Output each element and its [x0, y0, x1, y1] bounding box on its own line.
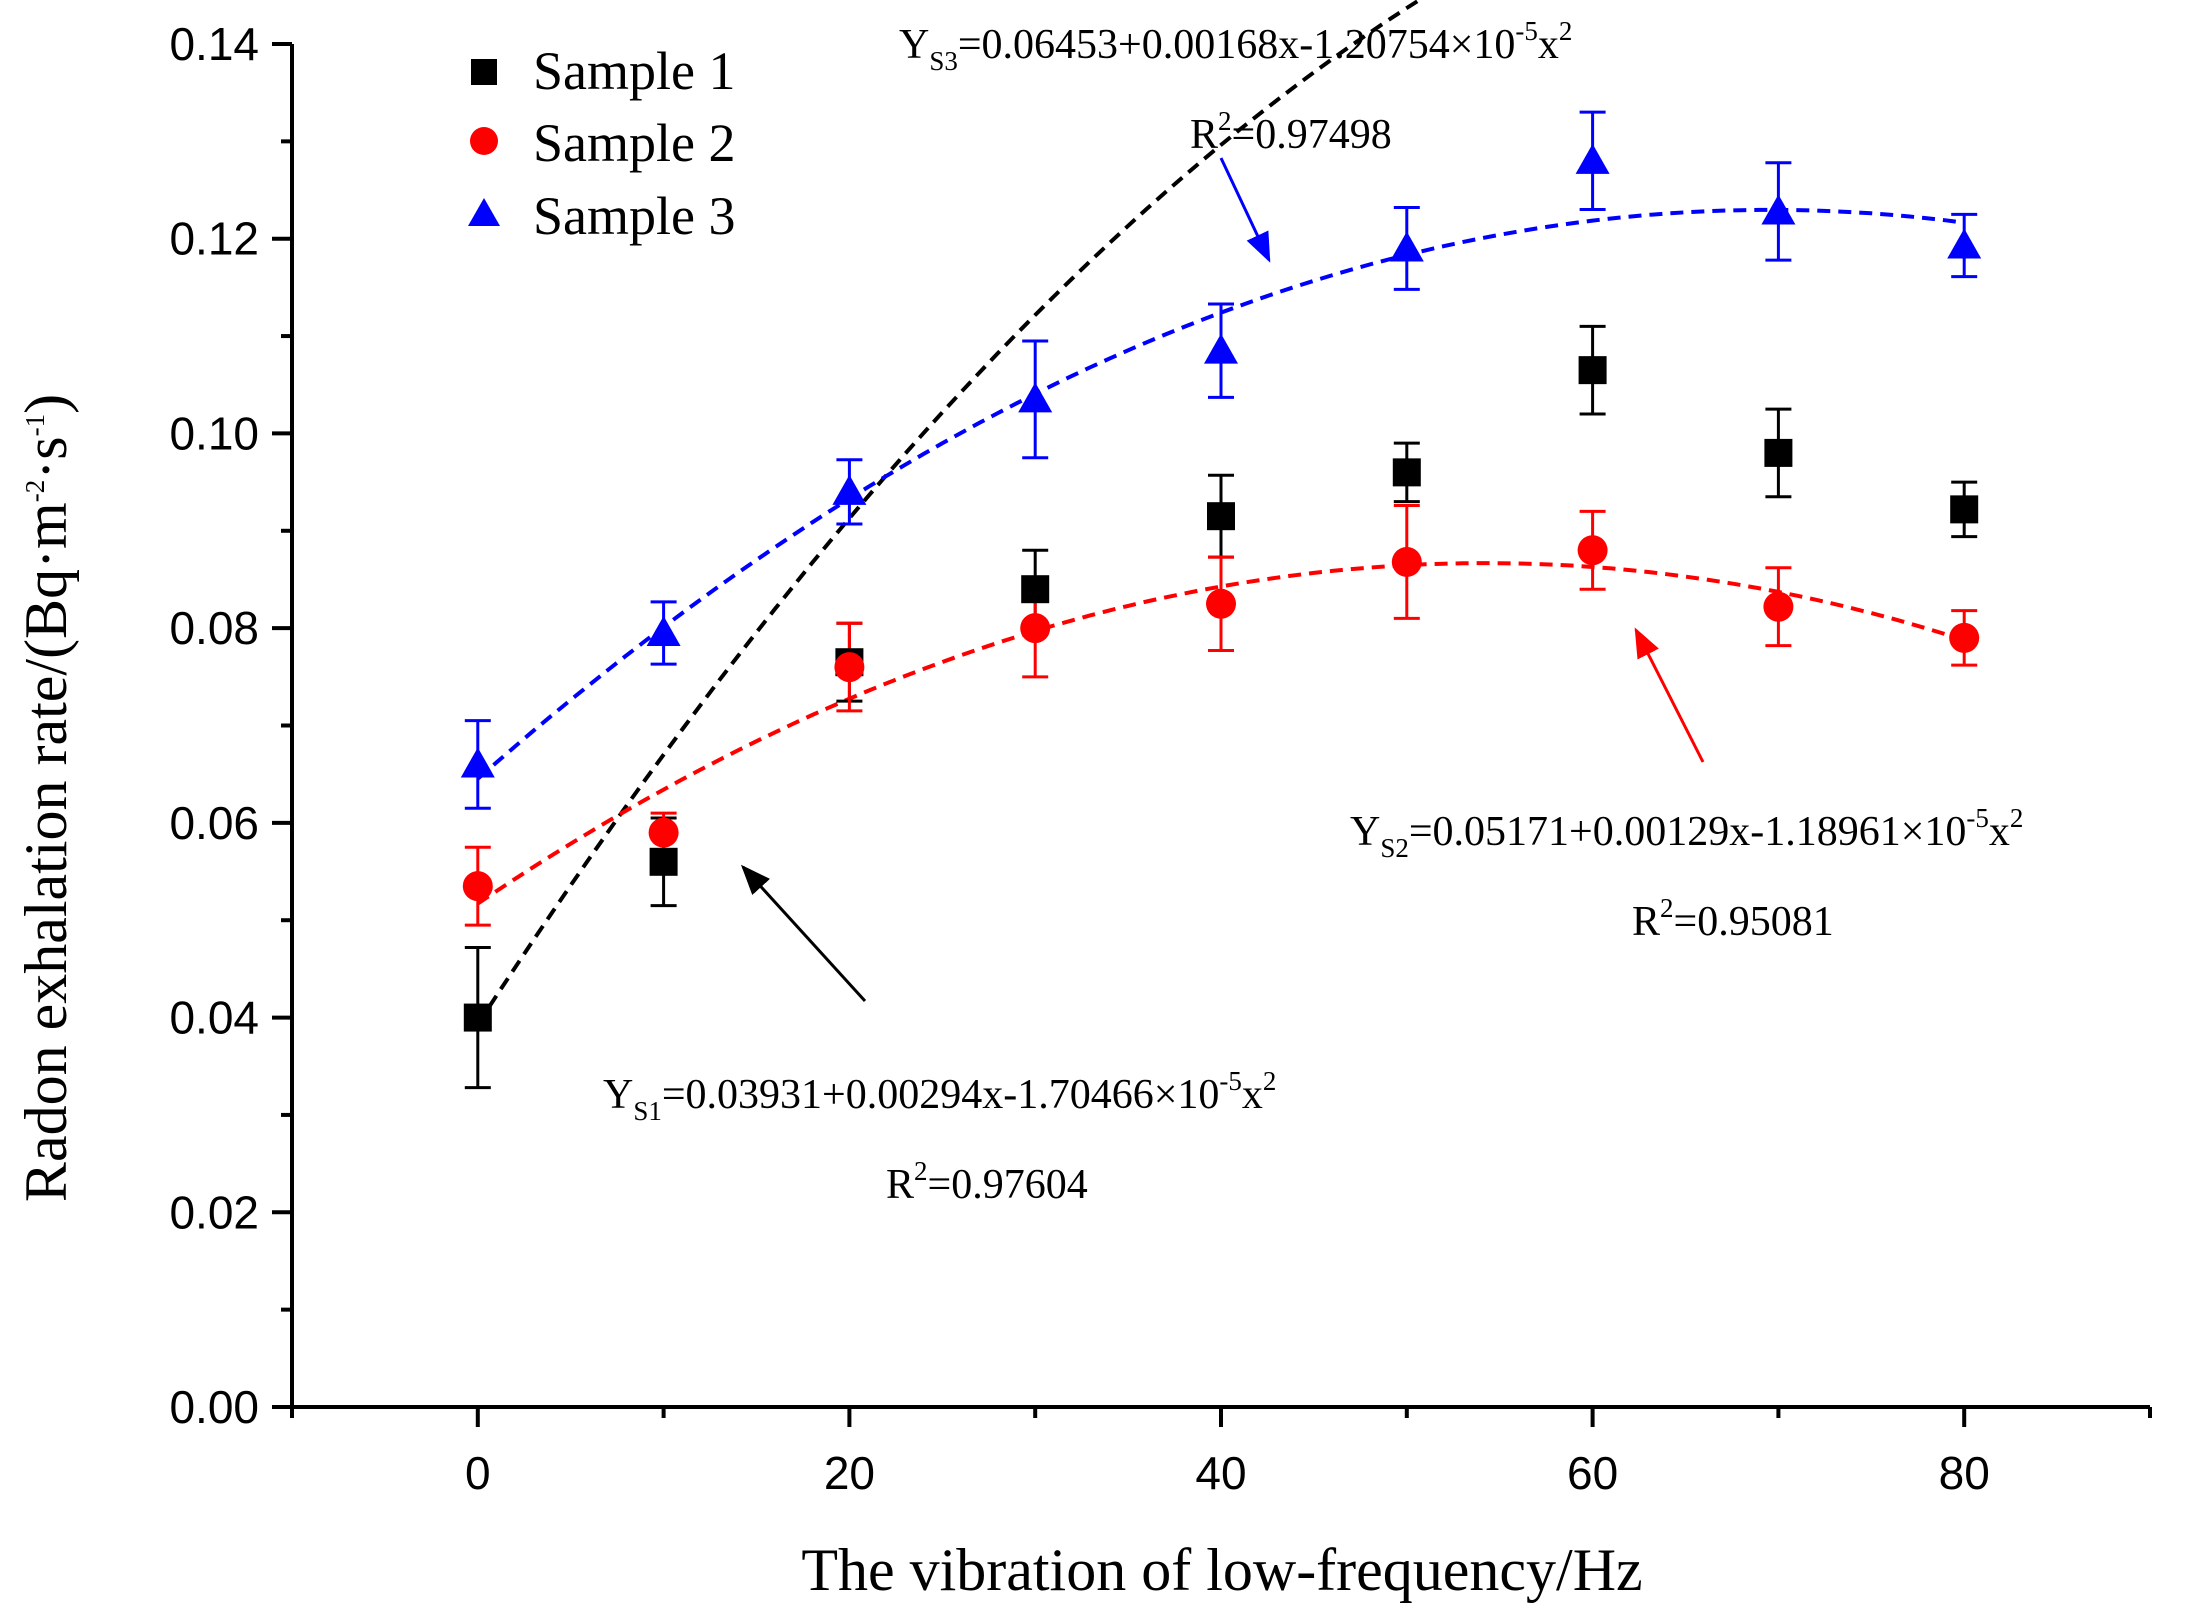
- point-sample-3: [832, 474, 867, 505]
- legend-label-sample-2: Sample 2: [533, 113, 735, 173]
- point-sample-2: [1763, 591, 1794, 622]
- legend-marker-sample-2: [470, 127, 498, 155]
- y-tick-label: 0.06: [169, 797, 259, 849]
- equation-sample-2: YS2=0.05171+0.00129x-1.18961×10-5x2: [1350, 803, 2023, 863]
- point-sample-1: [1207, 502, 1235, 531]
- legend-marker-sample-3: [468, 198, 500, 226]
- legend-label-sample-3: Sample 3: [533, 186, 735, 246]
- x-tick-label: 60: [1567, 1447, 1618, 1499]
- fit-curve-sample-1: [476, 0, 1424, 1026]
- point-sample-2: [1949, 622, 1980, 653]
- y-tick-label: 0.00: [169, 1381, 259, 1433]
- arrow-sample-1: [740, 864, 867, 1003]
- y-tick-label: 0.04: [169, 992, 259, 1044]
- legend-label-sample-1: Sample 1: [533, 41, 735, 101]
- x-tick-label: 40: [1195, 1447, 1246, 1499]
- arrow-sample-3: [1219, 157, 1271, 263]
- r2-sample-1: R2=0.97604: [886, 1156, 1088, 1208]
- y-tick-label: 0.14: [169, 18, 259, 70]
- equation-sample-1: YS1=0.03931+0.00294x-1.70466×10-5x2: [603, 1066, 1276, 1126]
- point-sample-2: [1020, 613, 1051, 644]
- data-points: [460, 143, 1982, 1032]
- annotation-sample-3: YS3=0.06453+0.00168x-1.20754×10-5x2 R2=0…: [899, 16, 1572, 263]
- axes: 0 20 40 60 80 0.00 0.02 0.04 0.06 0.08 0.10 0.12 0.1…: [169, 18, 2152, 1499]
- point-sample-3: [1947, 228, 1982, 259]
- point-sample-1: [463, 1003, 492, 1032]
- y-tick-label: 0.10: [169, 407, 259, 459]
- point-sample-3: [1389, 231, 1424, 262]
- point-sample-3: [646, 616, 681, 647]
- point-sample-3: [1761, 194, 1796, 225]
- point-sample-3: [1204, 333, 1238, 364]
- point-sample-2: [1577, 535, 1608, 566]
- y-tick-label: 0.02: [169, 1186, 259, 1238]
- point-sample-1: [1950, 495, 1979, 524]
- y-axis-title: Radon exhalation rate/(Bq·m-2·s-1): [13, 394, 79, 1202]
- x-axis-title: The vibration of low-frequency/Hz: [801, 1537, 1642, 1603]
- arrow-sample-2: [1634, 627, 1705, 763]
- point-sample-2: [1391, 546, 1422, 577]
- point-sample-3: [1575, 143, 1610, 174]
- point-sample-2: [462, 871, 493, 902]
- legend: Sample 1 Sample 2 Sample 3: [468, 41, 735, 246]
- fit-curve-sample-2: [476, 561, 1965, 906]
- annotation-sample-2: YS2=0.05171+0.00129x-1.18961×10-5x2 R2=0…: [1350, 627, 2023, 945]
- x-tick-label: 80: [1939, 1447, 1990, 1499]
- point-sample-1: [1021, 575, 1050, 604]
- legend-marker-sample-1: [471, 59, 497, 85]
- x-tick-label: 20: [824, 1447, 875, 1499]
- point-sample-3: [1018, 382, 1053, 413]
- y-tick-label: 0.08: [169, 602, 259, 654]
- x-tick-label: 0: [465, 1447, 491, 1499]
- y-tick-label: 0.12: [169, 213, 259, 265]
- point-sample-3: [460, 747, 495, 778]
- r2-sample-3: R2=0.97498: [1190, 106, 1392, 158]
- annotation-sample-1: YS1=0.03931+0.00294x-1.70466×10-5x2 R2=0…: [603, 864, 1276, 1208]
- point-sample-1: [649, 847, 678, 876]
- point-sample-2: [648, 817, 679, 848]
- point-sample-2: [1206, 588, 1236, 619]
- point-sample-1: [1578, 356, 1607, 385]
- r2-sample-2: R2=0.95081: [1632, 893, 1834, 945]
- point-sample-2: [834, 652, 865, 683]
- point-sample-1: [1392, 458, 1421, 487]
- equation-sample-3: YS3=0.06453+0.00168x-1.20754×10-5x2: [899, 16, 1572, 76]
- point-sample-1: [1764, 438, 1793, 467]
